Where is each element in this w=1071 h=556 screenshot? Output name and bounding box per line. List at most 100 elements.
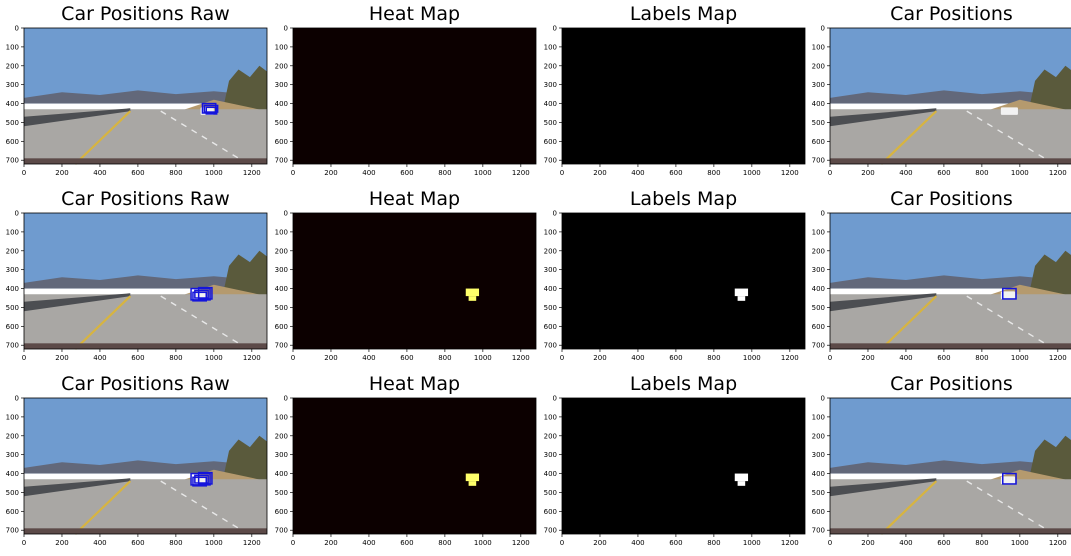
labels-map-image xyxy=(562,213,805,349)
y-tick-label: 400 xyxy=(812,470,825,478)
y-tick-label: 100 xyxy=(544,43,557,51)
x-tick-label: 0 xyxy=(560,169,564,177)
road-surface xyxy=(830,294,1071,349)
x-tick-label: 1000 xyxy=(1011,539,1029,547)
x-tick-label: 0 xyxy=(22,169,26,177)
y-tick-label: 700 xyxy=(275,342,288,350)
x-tick-label: 0 xyxy=(828,354,832,362)
x-tick-label: 0 xyxy=(22,539,26,547)
panel-title: Labels Map xyxy=(629,188,738,210)
y-tick-label: 500 xyxy=(6,304,19,312)
y-tick-label: 500 xyxy=(544,304,557,312)
detection-box xyxy=(203,104,219,113)
axes-frame xyxy=(829,212,1071,350)
blob-lower xyxy=(737,481,746,486)
x-tick-label: 200 xyxy=(861,169,874,177)
x-tick-label: 1000 xyxy=(474,539,492,547)
trees xyxy=(1029,250,1071,296)
x-tick-label: 1200 xyxy=(781,539,799,547)
x-tick-label: 400 xyxy=(899,169,912,177)
y-tick-label: 500 xyxy=(275,489,288,497)
y-tick-label: 600 xyxy=(544,323,557,331)
panel-title: Car Positions xyxy=(890,188,1013,210)
x-tick-label: 800 xyxy=(169,169,182,177)
blob-lower xyxy=(737,296,746,301)
blob-lower xyxy=(468,481,477,486)
panel-title: Labels Map xyxy=(629,3,738,25)
y-tick-label: 300 xyxy=(544,81,557,89)
y-tick-label: 0 xyxy=(15,25,19,33)
x-tick-label: 1200 xyxy=(512,354,530,362)
y-tick-label: 200 xyxy=(812,432,825,440)
x-tick-label: 1000 xyxy=(205,539,223,547)
white-car xyxy=(1000,476,1016,484)
x-tick-label: 0 xyxy=(22,354,26,362)
guardrail xyxy=(24,293,131,312)
y-tick-label: 0 xyxy=(821,25,825,33)
x-tick-label: 1200 xyxy=(1049,354,1067,362)
lane-line-right xyxy=(966,110,1055,165)
y-tick-label: 300 xyxy=(544,451,557,459)
y-tick-label: 0 xyxy=(553,25,557,33)
sky-region xyxy=(24,213,267,289)
y-tick-label: 300 xyxy=(6,451,19,459)
white-car xyxy=(1000,291,1016,299)
road-surface xyxy=(24,109,267,164)
x-tick-label: 600 xyxy=(669,169,682,177)
x-tick-label: 0 xyxy=(291,354,295,362)
x-tick-label: 200 xyxy=(593,169,606,177)
label-blob xyxy=(734,288,749,297)
y-tick-label: 500 xyxy=(812,119,825,127)
y-tick-label: 100 xyxy=(275,228,288,236)
mountain-range xyxy=(830,90,1071,104)
mountain-range xyxy=(24,90,267,104)
y-tick-label: 0 xyxy=(284,25,288,33)
x-tick-label: 400 xyxy=(631,539,644,547)
y-tick-label: 100 xyxy=(275,43,288,51)
x-tick-label: 600 xyxy=(937,539,950,547)
y-tick-label: 0 xyxy=(553,210,557,218)
guardrail xyxy=(24,108,131,127)
lane-line-left xyxy=(880,110,938,165)
y-tick-label: 300 xyxy=(812,81,825,89)
y-tick-label: 400 xyxy=(275,100,288,108)
y-tick-label: 400 xyxy=(6,285,19,293)
sky-region xyxy=(24,28,267,104)
y-tick-label: 600 xyxy=(6,323,19,331)
x-tick-label: 400 xyxy=(362,539,375,547)
y-tick-label: 200 xyxy=(275,62,288,70)
x-tick-label: 800 xyxy=(975,539,988,547)
y-tick-label: 200 xyxy=(275,247,288,255)
detection-box xyxy=(192,476,207,487)
y-tick-label: 0 xyxy=(284,395,288,403)
trees xyxy=(223,65,267,112)
lane-line-right xyxy=(966,295,1055,350)
x-tick-label: 800 xyxy=(169,539,182,547)
y-tick-label: 500 xyxy=(275,304,288,312)
x-tick-label: 1200 xyxy=(243,354,261,362)
lane-line-left xyxy=(74,110,132,165)
y-tick-label: 700 xyxy=(275,527,288,535)
y-tick-label: 100 xyxy=(6,413,19,421)
x-tick-label: 200 xyxy=(324,539,337,547)
white-car xyxy=(1000,107,1018,115)
x-tick-label: 800 xyxy=(707,539,720,547)
x-tick-label: 400 xyxy=(631,354,644,362)
sky-region xyxy=(830,213,1071,289)
x-tick-label: 1000 xyxy=(743,539,761,547)
x-tick-label: 600 xyxy=(131,169,144,177)
y-tick-label: 300 xyxy=(275,266,288,274)
x-tick-label: 600 xyxy=(937,354,950,362)
x-tick-label: 0 xyxy=(560,354,564,362)
panel-title: Car Positions xyxy=(890,3,1013,25)
lane-line-left xyxy=(74,480,132,535)
x-tick-label: 800 xyxy=(438,169,451,177)
y-tick-label: 400 xyxy=(544,470,557,478)
road-image xyxy=(830,28,1071,165)
y-tick-label: 0 xyxy=(821,395,825,403)
heat-map-image xyxy=(293,213,536,349)
